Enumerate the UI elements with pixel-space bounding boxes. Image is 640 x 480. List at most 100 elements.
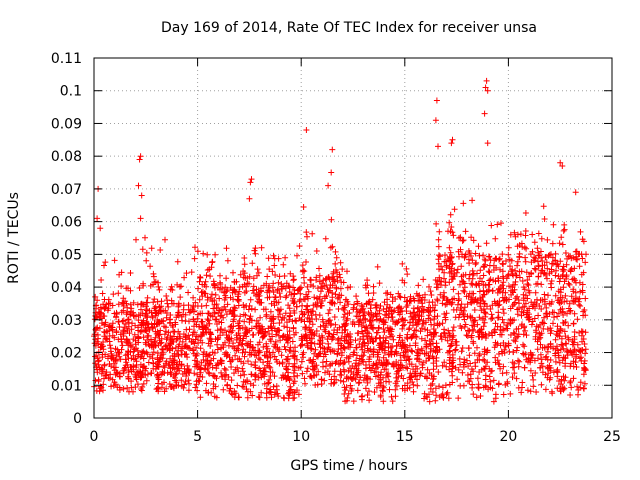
data-point [317,338,324,344]
data-point [442,258,449,265]
data-point [394,319,401,326]
data-point [409,379,416,385]
data-point [111,310,118,317]
data-point [190,347,196,354]
data-point [162,324,169,331]
data-point [432,397,439,404]
data-point [256,394,263,401]
data-point [426,312,433,319]
data-point [223,349,229,356]
data-point [559,241,566,248]
data-point [298,358,305,365]
data-point [309,359,316,366]
data-point [354,387,361,394]
data-point [439,384,446,391]
data-point [224,287,231,293]
data-point [206,351,213,358]
data-point [392,386,399,393]
data-point [260,282,267,289]
data-point [192,352,199,359]
data-point [534,280,541,287]
data-point [301,375,308,382]
data-point [256,322,263,329]
data-point [222,294,229,301]
data-point [178,361,185,368]
data-point [373,313,380,320]
data-point [95,378,102,385]
data-point [427,341,434,348]
data-point [182,318,189,325]
data-point [275,279,282,286]
data-point [282,373,289,380]
data-point [499,260,506,267]
data-point [499,273,506,280]
data-point [137,215,144,222]
data-point [581,360,588,367]
data-point [227,324,234,330]
data-point [115,290,122,297]
data-point [169,322,176,329]
data-point [560,268,567,275]
data-point [437,253,444,260]
data-point [294,287,301,294]
data-point [378,379,385,386]
data-point [482,363,489,370]
data-point [196,378,203,385]
data-point [342,321,349,328]
data-point [498,220,504,227]
data-point [268,318,275,325]
data-point [528,321,535,328]
data-point [145,332,152,339]
data-point [490,377,497,384]
data-point [481,319,488,326]
data-point [477,267,484,274]
data-point [196,278,203,285]
data-point [328,169,335,176]
data-point [436,383,443,390]
data-point [568,293,575,300]
data-point [582,367,589,374]
data-point [115,318,122,325]
data-point [344,315,351,322]
data-point [390,318,396,325]
data-point [299,262,306,269]
data-point [366,397,373,404]
data-point [515,297,522,303]
data-point [474,321,481,328]
data-point [120,333,127,339]
data-point [211,280,218,287]
data-point [274,287,281,294]
data-point [455,395,462,402]
data-point [307,373,314,380]
data-point [379,387,386,394]
data-point [452,364,459,371]
data-point [331,314,338,320]
data-point [464,313,471,320]
data-point [446,244,453,251]
data-point [337,357,344,364]
data-point [465,256,472,263]
data-point [265,325,272,332]
data-point [143,312,150,319]
data-point [441,269,448,276]
data-point [461,316,468,323]
data-point [327,244,334,251]
data-point [570,375,577,382]
data-point [332,291,339,298]
data-point [481,365,488,372]
data-point [576,301,582,308]
data-point [443,301,450,308]
data-point [415,282,422,289]
data-point [185,387,192,394]
data-point [287,344,294,351]
data-point [529,318,536,325]
data-point [545,343,552,350]
data-point [563,261,570,268]
data-point [109,302,116,309]
data-point [370,312,377,319]
data-point [520,331,527,338]
data-point [571,277,578,284]
data-point [527,367,534,374]
data-point [395,339,402,346]
data-point [153,310,160,317]
